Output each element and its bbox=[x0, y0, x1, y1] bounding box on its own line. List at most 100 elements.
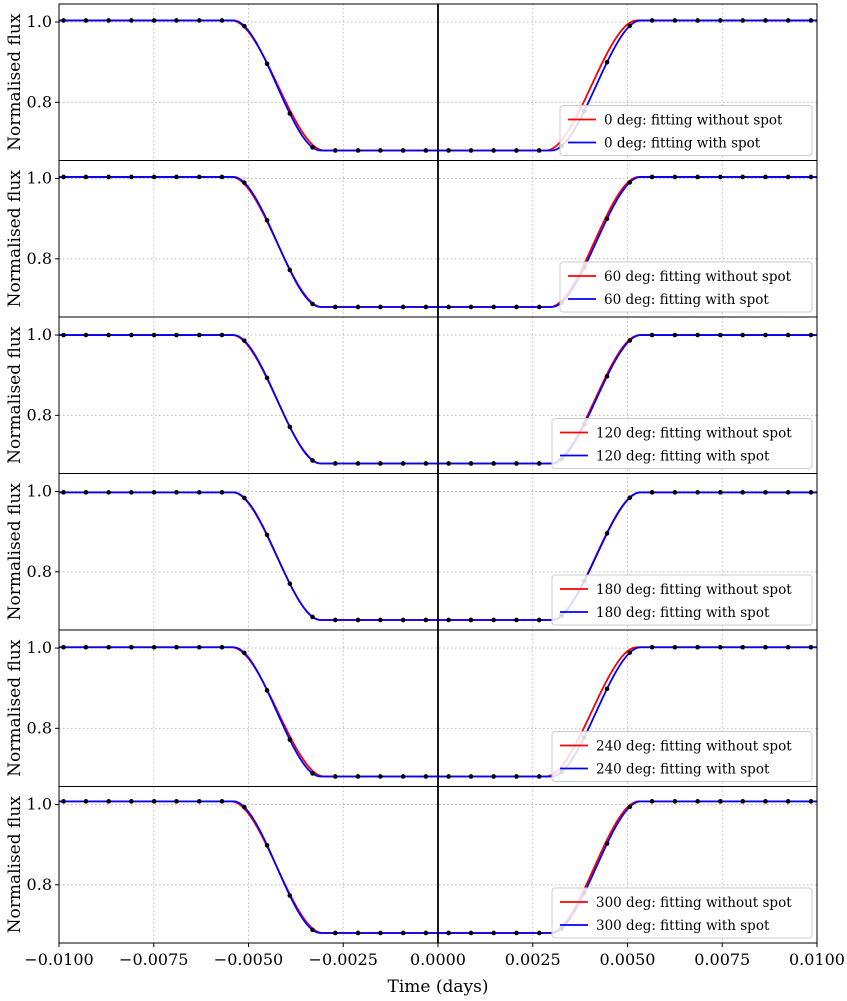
data-points bbox=[61, 174, 814, 310]
data-point bbox=[446, 304, 451, 310]
legend-label: 120 deg: fitting without spot bbox=[596, 426, 792, 442]
data-point bbox=[514, 461, 519, 466]
data-point bbox=[627, 650, 633, 655]
data-point bbox=[423, 617, 429, 623]
data-point bbox=[83, 644, 89, 650]
data-point bbox=[106, 490, 111, 495]
data-point bbox=[219, 174, 225, 180]
data-point bbox=[514, 148, 519, 153]
data-point bbox=[129, 644, 134, 650]
data-point bbox=[695, 644, 700, 650]
data-point bbox=[242, 338, 247, 343]
legend-label: 0 deg: fitting without spot bbox=[604, 113, 783, 129]
data-point bbox=[310, 614, 315, 620]
data-point bbox=[423, 930, 429, 936]
data-point bbox=[649, 332, 655, 338]
data-point bbox=[332, 617, 338, 623]
data-point bbox=[740, 174, 746, 180]
data-point bbox=[740, 332, 746, 338]
data-point bbox=[763, 332, 768, 338]
data-point bbox=[106, 644, 111, 650]
data-point bbox=[785, 490, 791, 495]
legend-label: 300 deg: fitting with spot bbox=[596, 918, 770, 934]
data-point bbox=[287, 893, 293, 898]
data-point bbox=[514, 304, 519, 310]
data-point bbox=[468, 148, 474, 153]
data-point bbox=[287, 424, 293, 430]
data-point bbox=[400, 304, 406, 310]
data-point bbox=[763, 490, 768, 495]
data-point bbox=[536, 774, 542, 779]
legend-box bbox=[551, 887, 813, 939]
data-point bbox=[174, 332, 179, 338]
data-point bbox=[355, 148, 361, 153]
data-point bbox=[196, 332, 202, 338]
data-point bbox=[785, 644, 791, 650]
data-point bbox=[332, 304, 338, 310]
y-tick-label: 0.8 bbox=[27, 562, 52, 581]
data-point bbox=[808, 18, 814, 23]
data-point bbox=[219, 332, 225, 338]
data-point bbox=[718, 332, 723, 338]
legend-box bbox=[551, 731, 813, 782]
data-point bbox=[763, 799, 768, 804]
data-point bbox=[423, 304, 429, 310]
data-point bbox=[604, 841, 610, 846]
data-point bbox=[446, 461, 451, 466]
data-point bbox=[718, 490, 723, 495]
data-point bbox=[446, 617, 451, 623]
data-point bbox=[536, 148, 542, 153]
data-point bbox=[129, 332, 134, 338]
legend-label: 300 deg: fitting without spot bbox=[596, 895, 792, 911]
data-point bbox=[310, 301, 315, 307]
data-point bbox=[106, 18, 111, 23]
data-point bbox=[627, 180, 633, 185]
y-axis-label: Normalised flux bbox=[5, 483, 25, 621]
legend-label: 180 deg: fitting with spot bbox=[596, 605, 770, 621]
data-point bbox=[672, 174, 678, 180]
data-point bbox=[808, 332, 814, 338]
y-tick-label: 1.0 bbox=[27, 638, 52, 657]
data-point bbox=[129, 799, 134, 804]
y-tick-label: 0.8 bbox=[27, 718, 52, 737]
data-point bbox=[672, 18, 678, 23]
data-point bbox=[129, 490, 134, 495]
data-point bbox=[672, 799, 678, 804]
data-point bbox=[332, 461, 338, 466]
data-point bbox=[514, 617, 519, 623]
data-point bbox=[219, 644, 225, 650]
data-point bbox=[264, 688, 270, 693]
data-point bbox=[649, 18, 655, 23]
data-point bbox=[763, 644, 768, 650]
data-point bbox=[378, 774, 383, 779]
data-point bbox=[378, 461, 383, 466]
data-point bbox=[468, 304, 474, 310]
data-point bbox=[672, 490, 678, 495]
data-point bbox=[672, 644, 678, 650]
y-tick-label: 0.8 bbox=[27, 92, 52, 111]
data-point bbox=[400, 774, 406, 779]
x-tick-label: 0.0000 bbox=[410, 950, 466, 969]
data-point bbox=[400, 930, 406, 936]
data-point bbox=[536, 930, 542, 936]
legend-label: 0 deg: fitting with spot bbox=[604, 136, 761, 152]
data-point bbox=[106, 332, 111, 338]
data-point bbox=[378, 148, 383, 153]
data-point bbox=[604, 686, 610, 692]
data-point bbox=[129, 18, 134, 23]
data-point bbox=[514, 774, 519, 779]
data-point bbox=[808, 174, 814, 180]
data-point bbox=[718, 174, 723, 180]
y-tick-label: 1.0 bbox=[27, 325, 52, 344]
data-point bbox=[174, 18, 179, 23]
data-point bbox=[695, 799, 700, 804]
legend-label: 240 deg: fitting without spot bbox=[596, 739, 792, 755]
data-point bbox=[446, 148, 451, 153]
data-point bbox=[468, 930, 474, 936]
data-point bbox=[61, 18, 66, 23]
data-point bbox=[785, 799, 791, 804]
x-axis: −0.0100 −0.0075 −0.0050 −0.0025 0.0000 0.0025… bbox=[24, 943, 845, 969]
